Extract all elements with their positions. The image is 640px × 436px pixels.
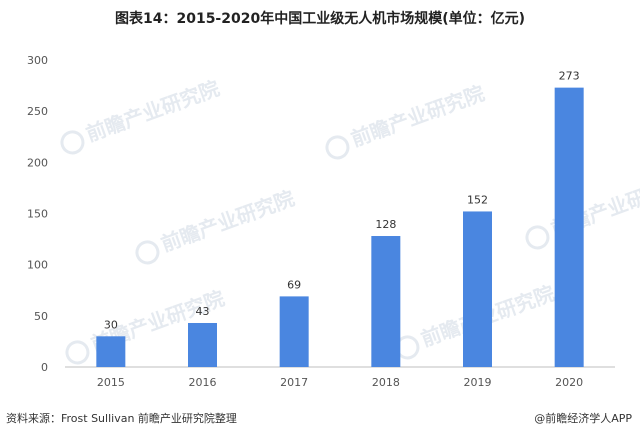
bar-2015 — [96, 336, 126, 367]
x-tick-label-2015: 2015 — [97, 376, 125, 389]
y-tick-label: 0 — [41, 361, 48, 374]
data-label-2016: 43 — [196, 305, 210, 318]
bar-2017 — [279, 296, 309, 367]
data-label-2019: 152 — [467, 193, 488, 206]
x-tick-label-2018: 2018 — [372, 376, 400, 389]
data-labels: 30 43 69 128 152 273 — [104, 70, 580, 332]
bar-2018 — [371, 236, 401, 367]
x-tick-label-2019: 2019 — [464, 376, 492, 389]
x-axis-ticks: 2015 2016 2017 2018 2019 2020 — [97, 376, 583, 389]
chart-title: 图表14：2015-2020年中国工业级无人机市场规模(单位：亿元) — [114, 11, 526, 27]
bar-2020 — [554, 87, 584, 367]
data-label-2018: 128 — [375, 218, 396, 231]
x-tick-label-2020: 2020 — [555, 376, 583, 389]
y-axis-ticks: 0 50 100 150 200 250 300 — [27, 54, 48, 374]
y-tick-label: 250 — [27, 105, 48, 118]
source-note: 资料来源：Frost Sullivan 前瞻产业研究院整理 — [6, 412, 237, 425]
y-tick-label: 150 — [27, 208, 48, 221]
bar-2019 — [463, 211, 492, 367]
y-tick-label: 100 — [27, 259, 48, 272]
data-label-2020: 273 — [559, 70, 580, 83]
brand-credit: @前瞻经济学人APP — [534, 412, 632, 425]
y-tick-label: 50 — [34, 310, 48, 323]
x-tick-label-2016: 2016 — [189, 376, 217, 389]
data-label-2015: 30 — [104, 318, 118, 331]
bars — [96, 87, 584, 367]
data-label-2017: 69 — [287, 278, 301, 291]
x-tick-label-2017: 2017 — [280, 376, 308, 389]
bar-2016 — [188, 322, 217, 367]
y-tick-label: 200 — [27, 156, 48, 169]
y-tick-label: 300 — [27, 54, 48, 67]
